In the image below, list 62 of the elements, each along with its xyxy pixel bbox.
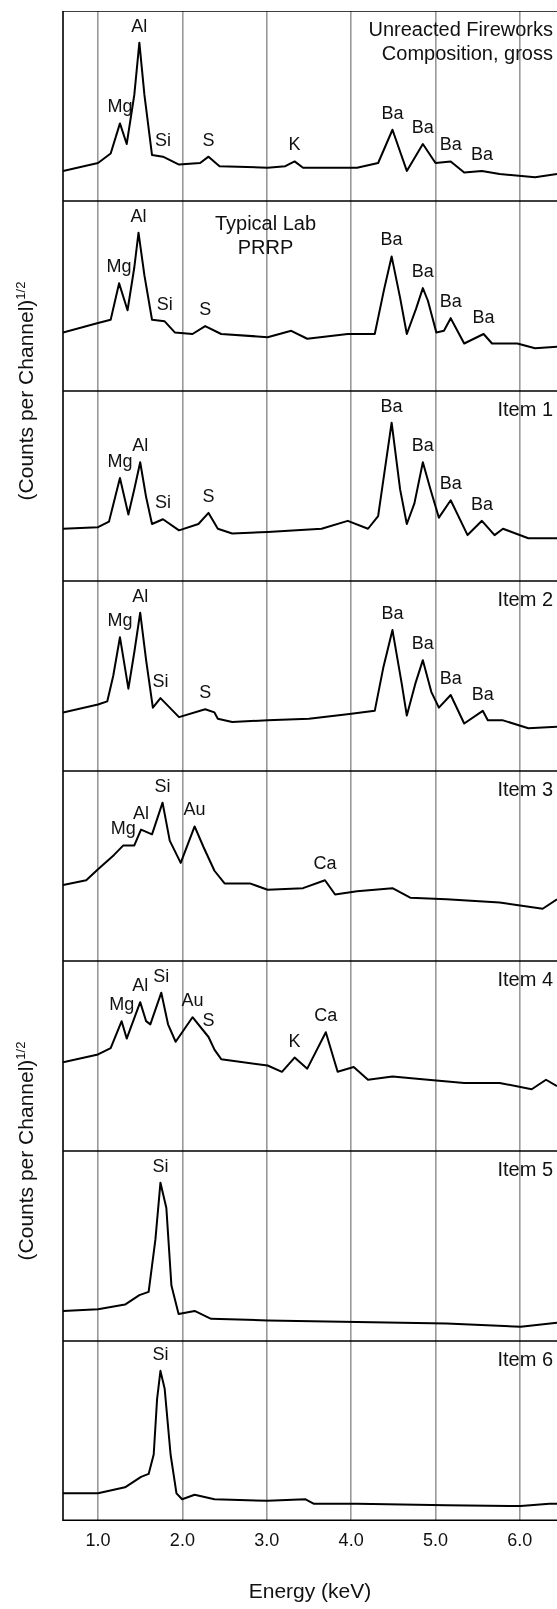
annotation: Si [152, 1343, 169, 1364]
annotation: Mg [106, 256, 132, 277]
annotation: Si [156, 294, 173, 315]
annotation: Ba [380, 229, 404, 250]
x-tick-label: 5.0 [422, 1529, 449, 1550]
annotation: Au [183, 799, 206, 820]
annotation: Ca [314, 1005, 339, 1026]
chart-title: Item 2 [497, 588, 553, 610]
annotation: Mg [109, 994, 135, 1015]
x-tick-label: 2.0 [169, 1529, 195, 1550]
annotation: Ba [439, 134, 463, 155]
annotation: S [199, 299, 212, 320]
x-tick-label: 6.0 [507, 1529, 533, 1550]
annotation: K [288, 1030, 301, 1051]
annotation: Ba [411, 633, 435, 654]
annotation: Ca [313, 853, 338, 874]
annotation: Ba [471, 683, 495, 704]
annotation: Ba [439, 291, 463, 312]
annotation: Si [154, 775, 171, 796]
chart-title: Item 3 [496, 777, 553, 801]
annotation: Mg [107, 451, 133, 472]
annotation: Ba [411, 435, 435, 456]
x-axis-title: Energy (keV) [248, 1579, 372, 1603]
annotation: Ba [470, 143, 494, 164]
annotation: S [202, 485, 215, 506]
annotation: Si [152, 1155, 169, 1176]
annotation: Mg [107, 610, 133, 631]
annotation: Mg [110, 818, 136, 839]
chart-title: Item 6 [496, 1347, 553, 1371]
annotation: Ba [411, 261, 435, 282]
annotation: Al [132, 585, 149, 606]
annotation: Ba [381, 603, 405, 624]
annotation: Ba [470, 493, 494, 514]
annotation: Al [133, 802, 150, 823]
annotation: Au [181, 990, 204, 1011]
annotation: Mg [107, 96, 133, 117]
chart-title: Item 1 [497, 398, 553, 420]
annotation: Si [152, 671, 169, 692]
annotation: Ba [472, 306, 496, 327]
annotation: Al [132, 975, 149, 996]
annotation: Ba [380, 395, 404, 416]
annotation: Typical Lab PRRP [213, 211, 318, 259]
x-tick-label: 3.0 [254, 1529, 280, 1550]
annotation: S [202, 129, 215, 150]
x-tick-label: 1.0 [85, 1529, 111, 1550]
chart-title: Item 5 [496, 1157, 553, 1181]
annotation: K [288, 134, 301, 155]
annotation: Ba [439, 667, 463, 688]
chart-title: Unreacted Fireworks Composition, gross [367, 17, 553, 65]
annotation: Al [131, 15, 148, 36]
x-tick-label: 4.0 [338, 1529, 364, 1550]
annotation: Al [132, 435, 149, 456]
annotation: Ba [439, 473, 463, 494]
annotation: S [202, 1009, 215, 1030]
annotation: Si [153, 965, 170, 986]
annotation: Al [130, 205, 147, 226]
annotation: Ba [411, 116, 435, 137]
annotation: Si [154, 129, 171, 150]
chart-title: Item 4 [496, 967, 553, 991]
annotation: Ba [381, 102, 405, 123]
annotation: Si [154, 492, 171, 513]
annotation: S [199, 682, 212, 703]
